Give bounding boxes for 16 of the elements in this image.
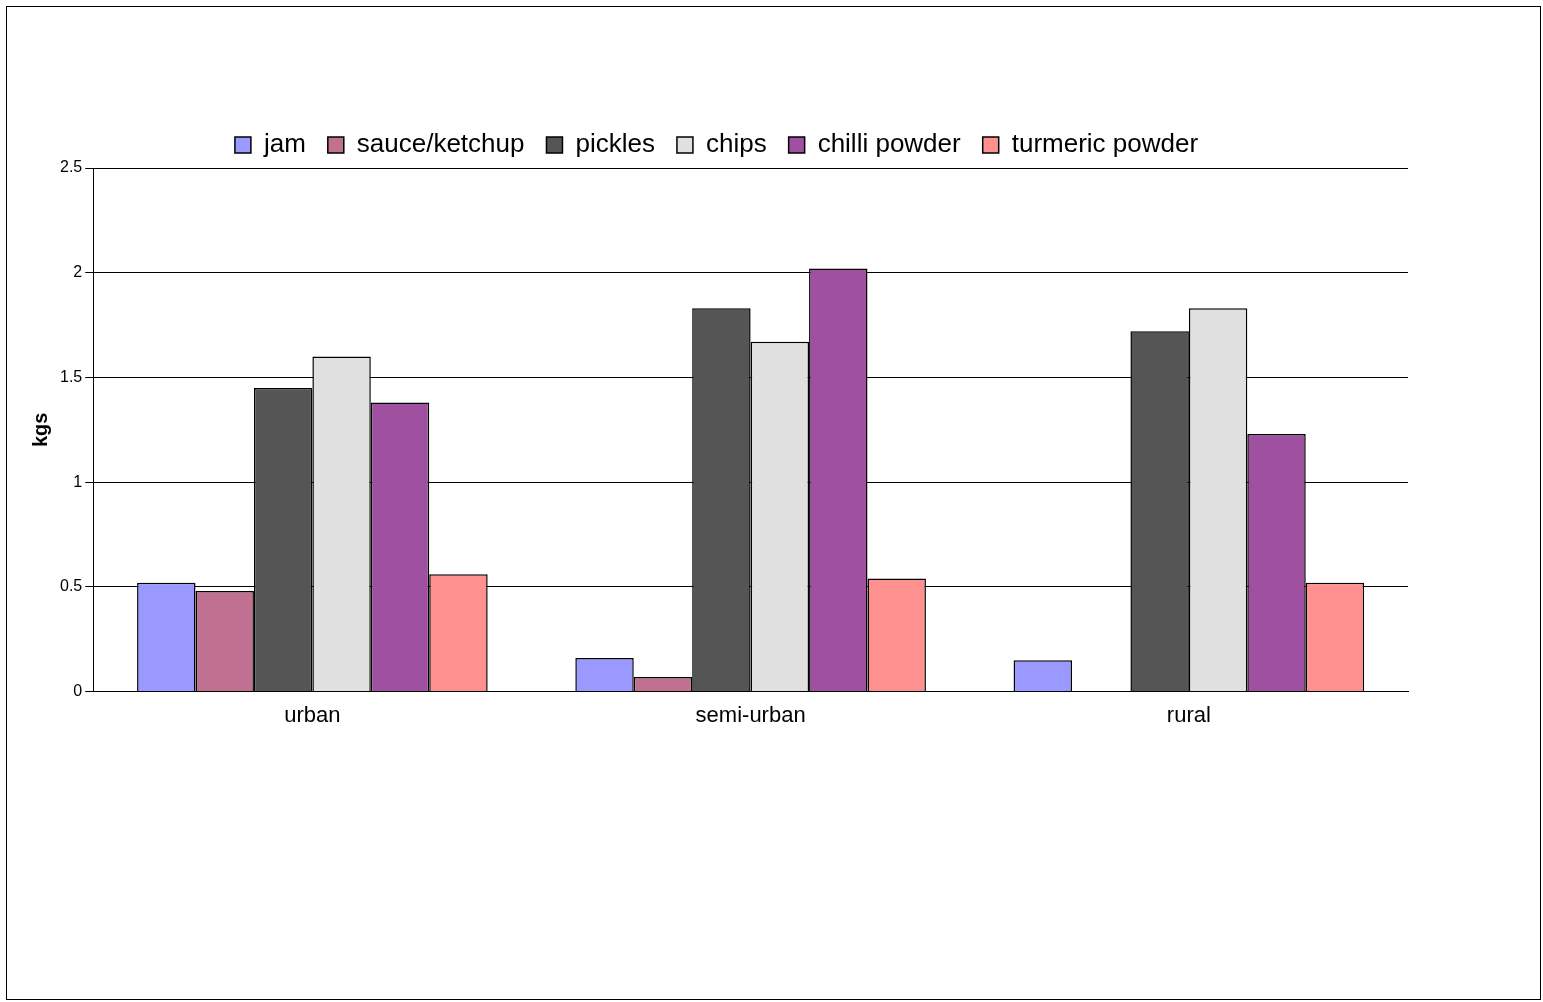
x-tick-label: rural [1166,701,1211,727]
legend-label: sauce/ketchup [356,128,525,159]
y-tick-label: 2 [73,263,83,281]
legend-label: pickles [575,128,655,159]
y-tick-label: 1 [73,472,83,490]
legend-label: turmeric powder [1011,128,1199,159]
x-tick-label: semi-urban [695,701,806,727]
y-axis-title: kgs [28,412,51,448]
legend-label: chips [705,128,767,159]
y-tick-label: 2.5 [59,158,83,176]
legend-label: chilli powder [817,128,962,159]
legend-label: jam [262,128,306,159]
y-tick-label: 0.5 [59,577,83,595]
y-tick-label: 0 [73,682,83,700]
x-tick-label: urban [284,701,341,727]
y-tick-label: 1.5 [59,367,83,385]
